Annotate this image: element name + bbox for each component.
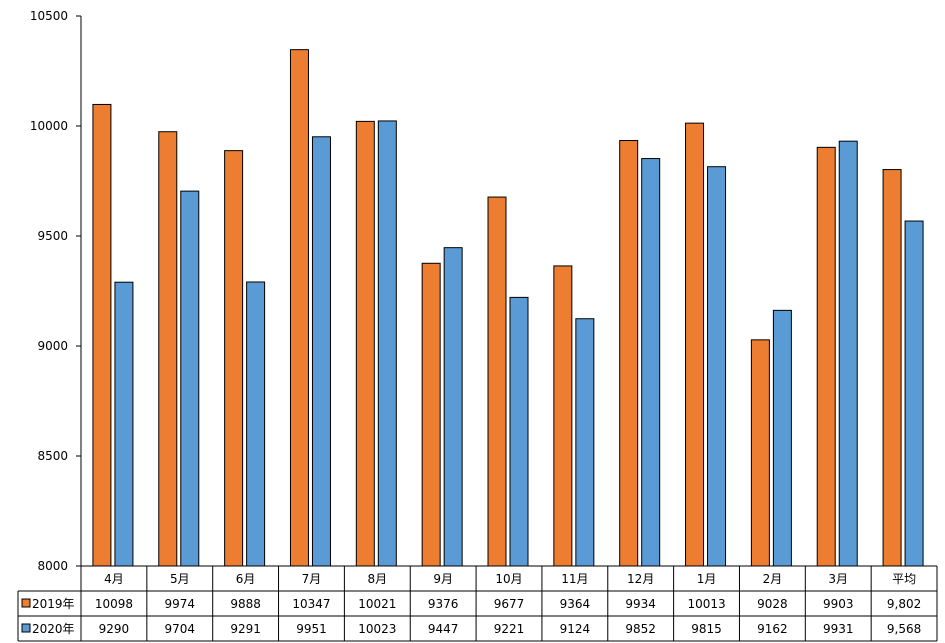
data-label: 9028	[757, 597, 788, 611]
data-label: 9888	[230, 597, 261, 611]
bar-2020-10	[772, 309, 792, 567]
data-label: 9376	[428, 597, 459, 611]
data-label: 10013	[687, 597, 725, 611]
bar-2019-7	[553, 265, 573, 567]
bar-2020-2	[246, 281, 266, 567]
bar-2019-5	[421, 262, 441, 567]
category-label: 9月	[433, 572, 453, 586]
data-label: 9162	[757, 622, 788, 636]
data-label: 9,568	[887, 622, 921, 636]
bar-2020-9	[707, 166, 727, 567]
category-label: 11月	[561, 572, 588, 586]
data-label: 9221	[494, 622, 525, 636]
legend-key-0	[21, 598, 31, 608]
category-label: 3月	[828, 572, 848, 586]
data-label: 9364	[560, 597, 591, 611]
bar-2020-1	[180, 190, 200, 567]
legend-label: 2019年	[32, 597, 75, 611]
bar-2020-8	[641, 158, 661, 567]
data-label: 9,802	[887, 597, 921, 611]
bar-2019-2	[224, 150, 244, 567]
data-label: 9852	[625, 622, 656, 636]
category-label: 5月	[170, 572, 190, 586]
data-label: 9124	[560, 622, 591, 636]
category-label: 平均	[892, 572, 916, 586]
data-label: 9931	[823, 622, 854, 636]
bar-2019-3	[289, 49, 309, 567]
bar-2019-9	[685, 122, 705, 567]
y-tick-label: 10000	[30, 119, 68, 133]
bar-2020-5	[443, 247, 463, 567]
data-label: 9815	[691, 622, 722, 636]
bar-2020-11	[838, 140, 858, 567]
bar-2020-3	[311, 136, 331, 567]
data-label: 10021	[358, 597, 396, 611]
legend-label: 2020年	[32, 622, 75, 636]
bar-2019-12	[882, 169, 902, 567]
legend-key-1	[21, 623, 31, 633]
bar-2019-8	[619, 140, 639, 567]
bar-2019-11	[816, 146, 836, 567]
category-label: 2月	[763, 572, 783, 586]
bar-2019-4	[355, 120, 375, 567]
bar-2020-6	[509, 296, 529, 567]
data-label: 9447	[428, 622, 459, 636]
category-label: 4月	[104, 572, 124, 586]
bar-2020-4	[377, 120, 397, 567]
y-tick-label: 9500	[37, 229, 68, 243]
category-label: 6月	[236, 572, 256, 586]
data-label: 10098	[95, 597, 133, 611]
y-tick-label: 10500	[30, 9, 68, 23]
bar-2019-1	[158, 131, 178, 567]
data-label: 10347	[292, 597, 330, 611]
category-label: 1月	[697, 572, 717, 586]
category-label: 10月	[495, 572, 522, 586]
data-label: 9974	[164, 597, 195, 611]
bar-2019-0	[92, 103, 112, 567]
bar-2020-0	[114, 281, 134, 567]
y-tick-label: 8000	[37, 559, 68, 573]
category-label: 12月	[627, 572, 654, 586]
y-tick-label: 8500	[37, 449, 68, 463]
data-label: 9291	[230, 622, 261, 636]
data-label: 9934	[625, 597, 656, 611]
y-tick-label: 9000	[37, 339, 68, 353]
category-label: 7月	[302, 572, 322, 586]
bar-2020-12	[904, 220, 924, 567]
bar-2019-10	[750, 339, 770, 567]
bar-2020-7	[575, 318, 595, 567]
data-label: 9903	[823, 597, 854, 611]
data-label: 9704	[164, 622, 195, 636]
data-label: 10023	[358, 622, 396, 636]
data-label: 9951	[296, 622, 327, 636]
bar-2019-6	[487, 196, 507, 567]
category-label: 8月	[367, 572, 387, 586]
data-label: 9290	[99, 622, 130, 636]
data-label: 9677	[494, 597, 525, 611]
